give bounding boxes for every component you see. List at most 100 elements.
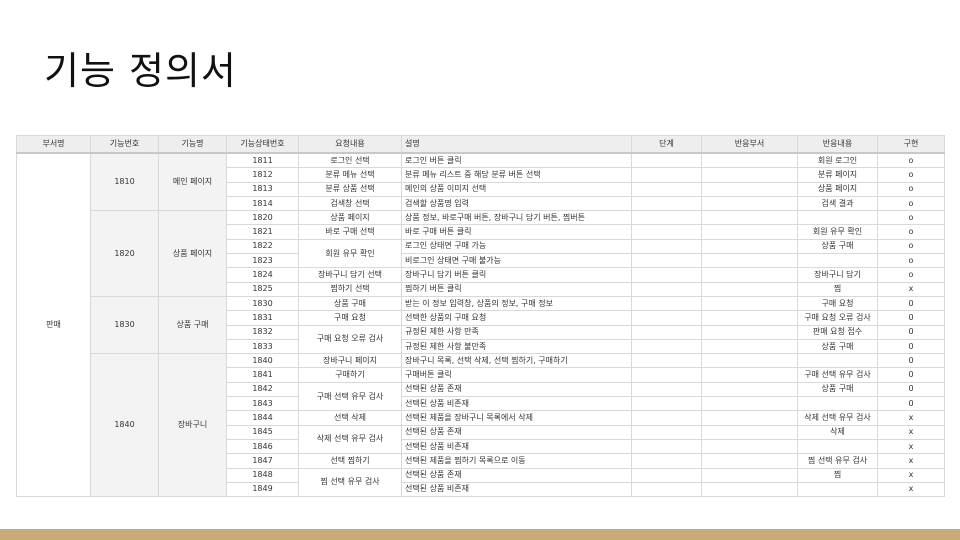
- resp-dept-cell: [701, 210, 798, 226]
- desc-cell: 비로그인 상태면 구매 불가능: [401, 253, 632, 269]
- desc-cell: 선택된 제품을 장바구니 목록에서 삭제: [401, 410, 632, 426]
- response-cell: 분류 페이지: [797, 167, 878, 183]
- desc-cell: 검색할 상품명 입력: [401, 195, 632, 212]
- resp-dept-cell: [701, 238, 798, 255]
- stage-cell: [631, 195, 702, 212]
- impl-cell: x: [877, 438, 945, 455]
- desc-cell: 선택된 상품 존재: [401, 467, 632, 483]
- status-no-cell: 1814: [226, 195, 299, 212]
- desc-cell: 분류 메뉴 리스트 중 해당 분류 버튼 선택: [401, 167, 632, 183]
- impl-cell: o: [877, 152, 945, 169]
- status-no-cell: 1840: [226, 353, 299, 369]
- impl-cell: x: [877, 281, 945, 297]
- response-cell: [797, 353, 878, 369]
- status-no-cell: 1832: [226, 324, 299, 340]
- resp-dept-cell: [701, 253, 798, 269]
- desc-cell: 선택된 상품 존재: [401, 424, 632, 440]
- stage-cell: [631, 281, 702, 297]
- response-cell: 회원 유무 확인: [797, 224, 878, 240]
- resp-dept-cell: [701, 224, 798, 240]
- response-cell: 구매 요청 오류 검사: [797, 310, 878, 326]
- status-no-cell: 1831: [226, 310, 299, 326]
- desc-cell: 로그인 버튼 클릭: [401, 152, 632, 169]
- resp-dept-cell: [701, 310, 798, 326]
- request-cell: 검색창 선택: [298, 195, 402, 212]
- resp-dept-cell: [701, 324, 798, 340]
- impl-cell: 0: [877, 310, 945, 326]
- impl-cell: o: [877, 181, 945, 197]
- request-cell: 분류 메뉴 선택: [298, 167, 402, 183]
- status-no-cell: 1843: [226, 396, 299, 412]
- impl-cell: o: [877, 267, 945, 283]
- desc-cell: 받는 이 정보 입력창, 상품의 정보, 구매 정보: [401, 295, 632, 312]
- stage-cell: [631, 381, 702, 398]
- response-cell: 상품 페이지: [797, 181, 878, 197]
- desc-cell: 찜하기 버튼 클릭: [401, 281, 632, 297]
- stage-cell: [631, 338, 702, 355]
- status-no-cell: 1820: [226, 210, 299, 226]
- response-cell: [797, 438, 878, 455]
- stage-cell: [631, 224, 702, 240]
- stage-cell: [631, 453, 702, 469]
- impl-cell: 0: [877, 338, 945, 355]
- request-cell: 상품 구매: [298, 295, 402, 312]
- desc-cell: 상품 정보, 바로구매 버튼, 장바구니 담기 버튼, 찜버튼: [401, 210, 632, 226]
- request-cell: 선택 찜하기: [298, 453, 402, 469]
- response-cell: 상품 구매: [797, 238, 878, 255]
- func-name-cell: 메인 페이지: [158, 152, 227, 212]
- desc-cell: 장바구니 목록, 선택 삭제, 선택 찜하기, 구매하기: [401, 353, 632, 369]
- desc-cell: 선택된 제품을 찜하기 목록으로 이동: [401, 453, 632, 469]
- response-cell: 삭제 선택 유무 검사: [797, 410, 878, 426]
- func-no-cell: 1820: [90, 210, 159, 297]
- col-header-func-name: 기능명: [158, 135, 227, 154]
- stage-cell: [631, 324, 702, 340]
- response-cell: 검색 결과: [797, 195, 878, 212]
- desc-cell: 바로 구매 버튼 클릭: [401, 224, 632, 240]
- header-row: 부서명 기능번호 기능명 기능상태번호 요청내용 설명 단계 반응부서 반응내용…: [16, 135, 945, 154]
- resp-dept-cell: [701, 295, 798, 312]
- desc-cell: 선택된 상품 비존재: [401, 396, 632, 412]
- resp-dept-cell: [701, 410, 798, 426]
- stage-cell: [631, 152, 702, 169]
- impl-cell: o: [877, 167, 945, 183]
- desc-cell: 로그인 상태면 구매 가능: [401, 238, 632, 255]
- stage-cell: [631, 353, 702, 369]
- response-cell: 찜: [797, 281, 878, 297]
- resp-dept-cell: [701, 281, 798, 297]
- request-cell: 장바구니 페이지: [298, 353, 402, 369]
- request-cell: 상품 페이지: [298, 210, 402, 226]
- impl-cell: x: [877, 467, 945, 483]
- desc-cell: 규정된 제한 사항 불만족: [401, 338, 632, 355]
- status-no-cell: 1833: [226, 338, 299, 355]
- stage-cell: [631, 367, 702, 383]
- request-cell: 장바구니 담기 선택: [298, 267, 402, 283]
- table-row: 1812 분류 메뉴 선택 분류 메뉴 리스트 중 해당 분류 버튼 선택 분류 페이…: [17, 167, 945, 183]
- response-cell: [797, 396, 878, 412]
- request-cell: 구매 요청 오류 검사: [298, 324, 402, 355]
- stage-cell: [631, 396, 702, 412]
- status-no-cell: 1825: [226, 281, 299, 297]
- resp-dept-cell: [701, 152, 798, 169]
- impl-cell: x: [877, 410, 945, 426]
- response-cell: 판매 요청 접수: [797, 324, 878, 340]
- resp-dept-cell: [701, 396, 798, 412]
- resp-dept-cell: [701, 353, 798, 369]
- status-no-cell: 1842: [226, 381, 299, 398]
- col-header-resp-dept: 반응부서: [701, 135, 798, 154]
- request-cell: 회원 유무 확인: [298, 238, 402, 269]
- response-cell: [797, 481, 878, 498]
- status-no-cell: 1847: [226, 453, 299, 469]
- bottom-accent-bar: [0, 529, 960, 540]
- stage-cell: [631, 267, 702, 283]
- impl-cell: o: [877, 253, 945, 269]
- stage-cell: [631, 467, 702, 483]
- impl-cell: 0: [877, 367, 945, 383]
- stage-cell: [631, 181, 702, 197]
- request-cell: 찜하기 선택: [298, 281, 402, 297]
- resp-dept-cell: [701, 381, 798, 398]
- resp-dept-cell: [701, 338, 798, 355]
- resp-dept-cell: [701, 267, 798, 283]
- resp-dept-cell: [701, 424, 798, 440]
- resp-dept-cell: [701, 181, 798, 197]
- status-no-cell: 1824: [226, 267, 299, 283]
